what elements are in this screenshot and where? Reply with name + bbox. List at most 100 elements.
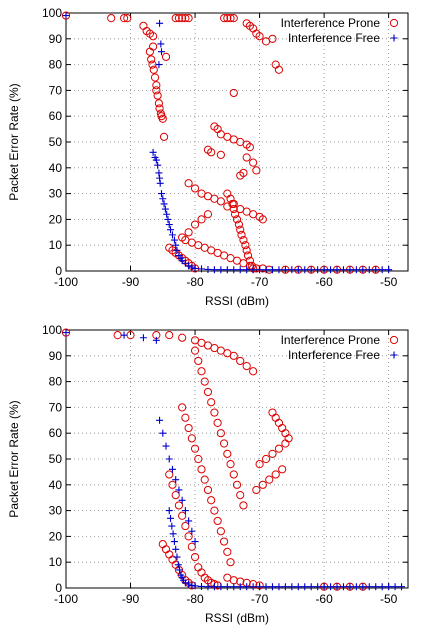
data-point: [385, 583, 393, 591]
data-point: [372, 583, 380, 591]
data-point: [252, 166, 261, 175]
x-tick-label: -70: [251, 592, 269, 606]
data-point: [359, 583, 367, 591]
data-point: [158, 540, 167, 549]
data-point: [275, 266, 283, 274]
data-point: [160, 200, 168, 208]
y-tick-label: 80: [49, 375, 63, 389]
x-tick-label: -100: [54, 275, 78, 289]
data-point: [194, 356, 203, 366]
data-point: [333, 266, 341, 274]
data-point: [120, 331, 128, 339]
data-point: [184, 14, 193, 23]
data-point: [184, 532, 193, 541]
legend-label: Interference Free: [288, 31, 380, 45]
x-axis-label: RSSI (dBm): [205, 294, 269, 308]
data-point: [194, 454, 203, 464]
data-point: [284, 434, 293, 443]
data-point: [197, 568, 206, 577]
data-point: [152, 336, 160, 344]
data-point: [203, 485, 213, 495]
y-tick-label: 30: [49, 504, 63, 518]
data-point: [173, 246, 181, 254]
data-point: [255, 32, 264, 41]
data-point: [172, 476, 180, 484]
data-point: [232, 480, 242, 489]
data-point: [226, 558, 235, 567]
data-point: [153, 91, 162, 100]
data-point: [252, 485, 261, 495]
data-point: [229, 576, 238, 585]
data-point: [278, 423, 287, 433]
data-point: [158, 48, 166, 56]
data-point: [165, 221, 173, 229]
data-point: [378, 583, 386, 591]
data-point: [147, 55, 156, 64]
x-tick-label: -60: [315, 275, 333, 289]
data-point: [165, 470, 174, 479]
data-point: [107, 14, 116, 23]
data-point: [258, 480, 267, 489]
scatter-chart-top: 0 10 20 30 40 50 60 70 80 90 100 -100 -90 -80 -70 -60 -5…: [7, 6, 409, 308]
data-point: [365, 583, 373, 591]
data-point: [249, 158, 258, 167]
data-point: [164, 215, 172, 223]
data-point: [239, 501, 248, 510]
data-point: [219, 537, 229, 546]
data-point: [230, 210, 240, 219]
data-point: [191, 538, 199, 546]
data-point: [159, 132, 169, 141]
data-point: [149, 65, 158, 74]
y-tick-label: 50: [49, 135, 63, 149]
data-point: [242, 362, 251, 371]
data-point: [219, 439, 229, 448]
data-point: [274, 65, 284, 74]
data-point: [168, 465, 176, 473]
data-point: [229, 14, 238, 23]
data-point: [157, 40, 165, 48]
data-point: [223, 266, 231, 274]
y-tick-label: 70: [49, 400, 63, 414]
data-point: [190, 346, 200, 355]
data-point: [232, 215, 242, 224]
data-point: [223, 189, 232, 198]
data-point: [207, 398, 216, 407]
data-point: [274, 444, 284, 453]
data-point: [158, 114, 167, 123]
data-point: [162, 442, 170, 450]
data-point: [150, 73, 160, 82]
data-point: [275, 583, 283, 591]
data-point: [210, 506, 219, 515]
data-point: [197, 367, 206, 376]
data-point: [175, 486, 183, 494]
data-point: [216, 197, 225, 206]
data-point: [213, 418, 222, 427]
data-point: [190, 220, 200, 229]
data-point: [271, 413, 280, 422]
x-tick-label: -60: [315, 592, 333, 606]
x-tick-label: -70: [251, 275, 269, 289]
data-point: [281, 266, 289, 274]
data-point: [184, 228, 193, 237]
data-point: [245, 143, 255, 152]
data-point: [174, 501, 184, 510]
x-tick-label: -80: [186, 592, 204, 606]
data-point: [307, 266, 315, 274]
data-point: [223, 449, 232, 458]
data-point: [200, 475, 209, 484]
data-point: [181, 14, 190, 23]
data-point: [155, 61, 163, 69]
data-point: [190, 184, 200, 193]
data-point: [333, 583, 341, 591]
data-point: [217, 266, 225, 274]
data-point: [278, 465, 287, 474]
data-point: [149, 148, 157, 156]
data-point: [172, 545, 180, 553]
data-point: [216, 527, 225, 536]
data-point: [314, 583, 322, 591]
data-point: [229, 351, 238, 360]
data-point: [194, 563, 203, 572]
y-tick-label: 60: [49, 109, 63, 123]
data-point: [198, 265, 206, 273]
data-point: [187, 542, 196, 551]
